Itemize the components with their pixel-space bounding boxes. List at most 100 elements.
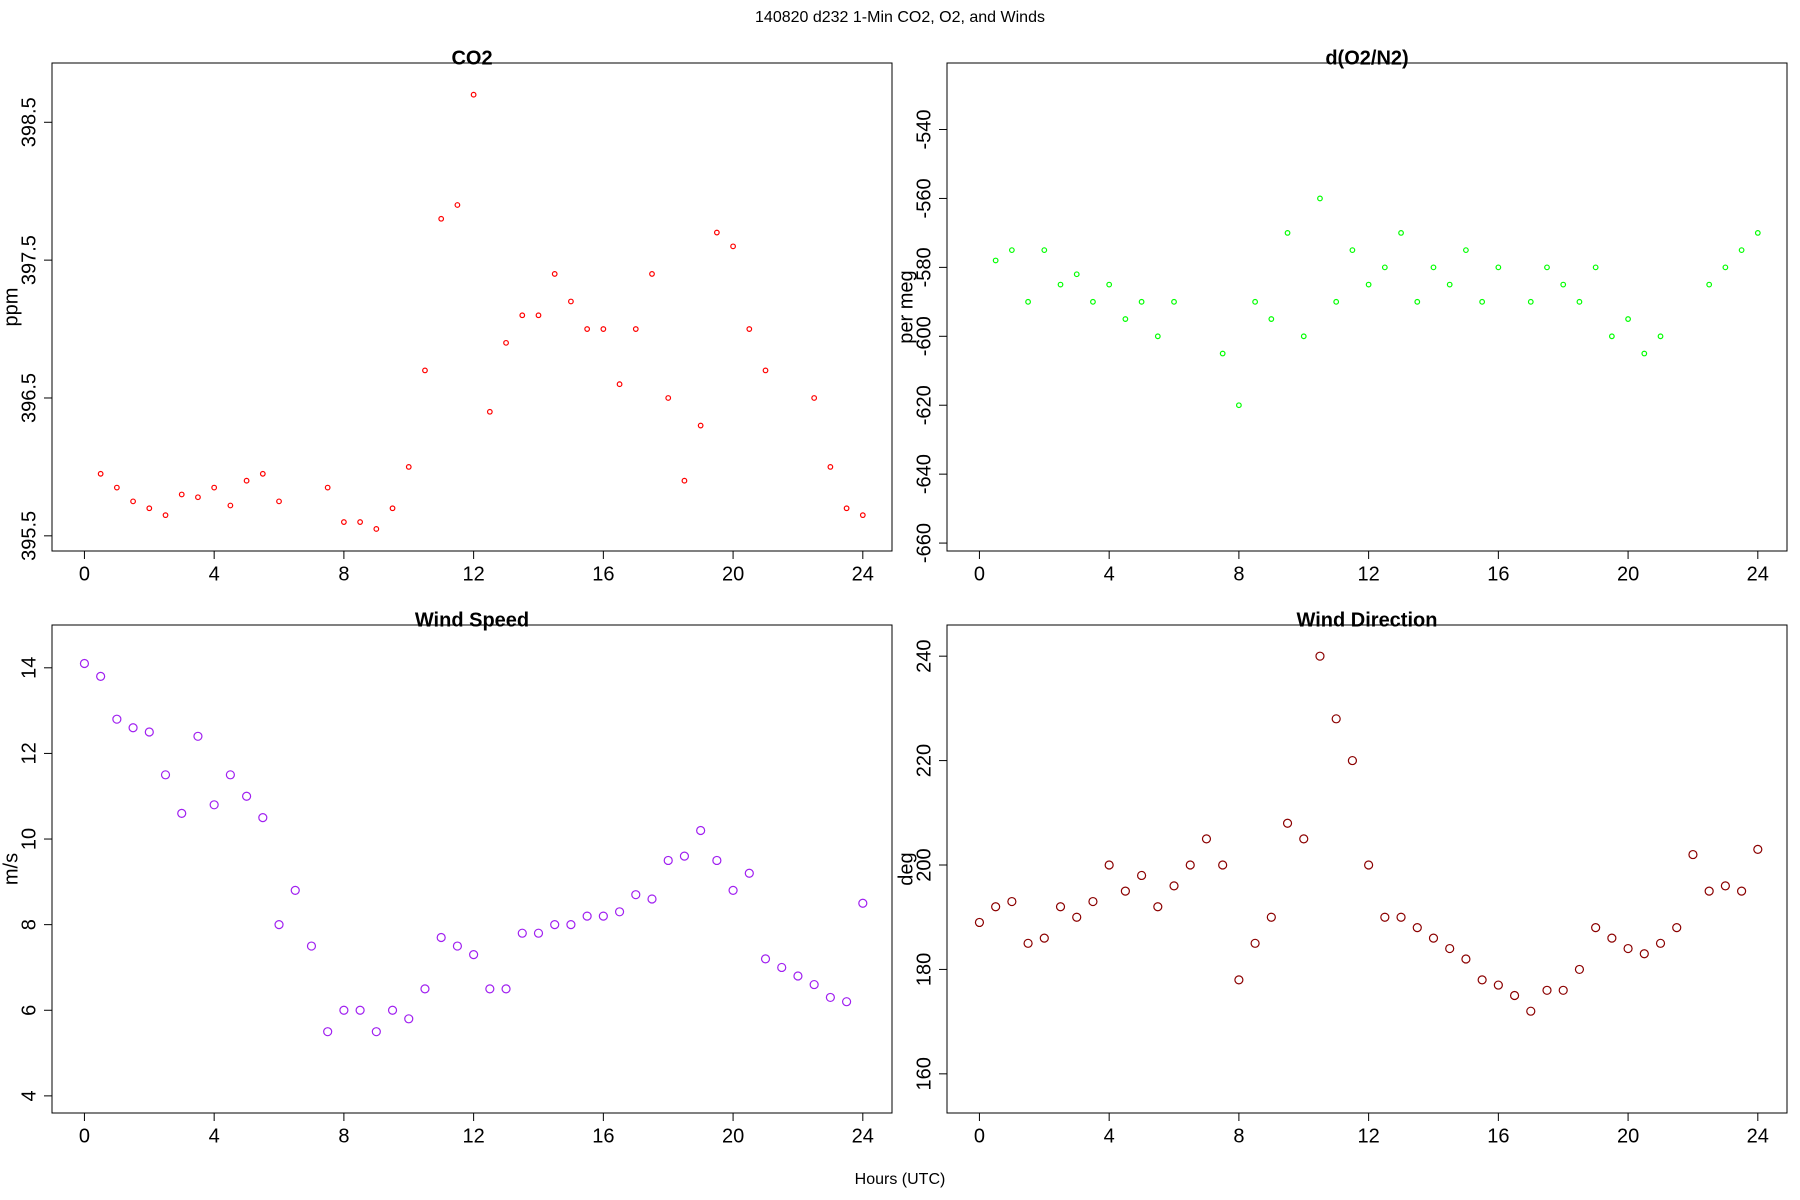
data-point: [211, 484, 218, 491]
data-point: [1365, 281, 1372, 288]
data-point: [1284, 230, 1291, 236]
data-point: [178, 491, 185, 498]
data-point: [1754, 230, 1761, 236]
x-tick-label: 12: [462, 1125, 484, 1147]
data-point: [665, 395, 672, 401]
data-point: [713, 229, 720, 236]
data-point: [1542, 985, 1552, 995]
data-point: [1136, 870, 1147, 881]
data-point: [128, 723, 138, 733]
data-point: [1558, 985, 1568, 995]
data-point: [1025, 298, 1031, 305]
data-point: [1039, 933, 1049, 943]
data-point: [1428, 933, 1439, 943]
data-point: [1364, 860, 1374, 870]
data-point: [793, 971, 803, 981]
data-point: [681, 477, 688, 484]
data-point: [357, 519, 364, 525]
data-point: [1122, 316, 1129, 322]
data-point: [550, 920, 560, 930]
data-point: [1446, 281, 1453, 288]
data-point: [663, 855, 673, 866]
y-tick-label: -540: [913, 109, 935, 149]
data-point: [79, 658, 90, 669]
data-point: [1057, 281, 1064, 288]
x-tick-label: 16: [1487, 1125, 1509, 1147]
data-point: [1331, 714, 1341, 724]
data-point: [647, 894, 657, 904]
data-point: [1592, 264, 1599, 271]
data-point: [1381, 264, 1388, 271]
x-tick-label: 4: [1104, 1125, 1115, 1147]
data-point: [1655, 938, 1666, 948]
data-point: [730, 243, 736, 250]
data-point: [1317, 195, 1323, 202]
plot-frame: [946, 624, 1788, 1114]
data-point: [1625, 316, 1631, 322]
data-point: [1138, 298, 1145, 305]
data-point: [1219, 350, 1226, 357]
data-point: [1461, 954, 1471, 964]
x-tick-label: 4: [1104, 563, 1115, 585]
y-tick-label: 220: [913, 744, 935, 777]
data-point: [241, 791, 252, 801]
data-point: [324, 484, 331, 491]
data-point: [1250, 938, 1260, 948]
figure-title: 140820 d232 1-Min CO2, O2, and Winds: [755, 9, 1045, 26]
data-point: [193, 731, 203, 741]
data-point: [649, 271, 655, 277]
panel-title: Wind Direction: [1297, 609, 1438, 631]
data-point: [1072, 912, 1082, 922]
data-point: [744, 868, 754, 878]
data-point: [991, 902, 1001, 912]
data-point: [1544, 264, 1550, 271]
data-point: [712, 855, 722, 866]
x-tick-label: 12: [462, 563, 484, 585]
data-point: [566, 920, 576, 930]
data-point: [811, 395, 818, 401]
data-point: [728, 885, 738, 896]
data-point: [1120, 886, 1130, 896]
data-point: [1266, 912, 1276, 922]
data-point: [1201, 834, 1212, 844]
x-tick-label: 24: [1747, 563, 1769, 585]
data-point: [614, 907, 625, 917]
data-point: [389, 505, 396, 512]
y-tick-label: 4: [18, 1090, 40, 1101]
x-tick-label: 16: [592, 563, 614, 585]
data-point: [1106, 281, 1113, 288]
data-point: [1268, 316, 1275, 322]
data-point: [1090, 298, 1096, 305]
y-tick-label: -620: [913, 385, 935, 425]
data-point: [162, 512, 169, 519]
data-point: [1736, 886, 1747, 896]
data-point: [243, 477, 250, 484]
data-point: [1007, 896, 1017, 907]
y-tick-label: 8: [18, 919, 40, 930]
data-point: [1430, 264, 1437, 271]
data-point: [1171, 298, 1177, 305]
data-point: [1252, 298, 1259, 305]
data-point: [1639, 949, 1649, 959]
data-point: [859, 512, 866, 519]
data-point: [517, 928, 527, 938]
data-point: [1706, 281, 1713, 288]
data-point: [1333, 298, 1340, 305]
data-point: [160, 770, 171, 780]
data-point: [470, 91, 477, 98]
data-point: [113, 484, 120, 491]
data-point: [1574, 964, 1585, 975]
data-point: [696, 825, 706, 836]
panel-title: d(O2/N2): [1325, 47, 1408, 69]
data-point: [1509, 990, 1520, 1001]
data-point: [355, 1005, 365, 1015]
data-point: [276, 498, 282, 505]
x-tick-label: 4: [209, 1125, 220, 1147]
data-point: [1672, 923, 1682, 933]
data-point: [533, 928, 544, 938]
data-point: [746, 326, 753, 332]
data-point: [858, 898, 868, 908]
data-point: [1657, 333, 1664, 340]
data-point: [258, 813, 268, 823]
data-point: [679, 851, 690, 861]
